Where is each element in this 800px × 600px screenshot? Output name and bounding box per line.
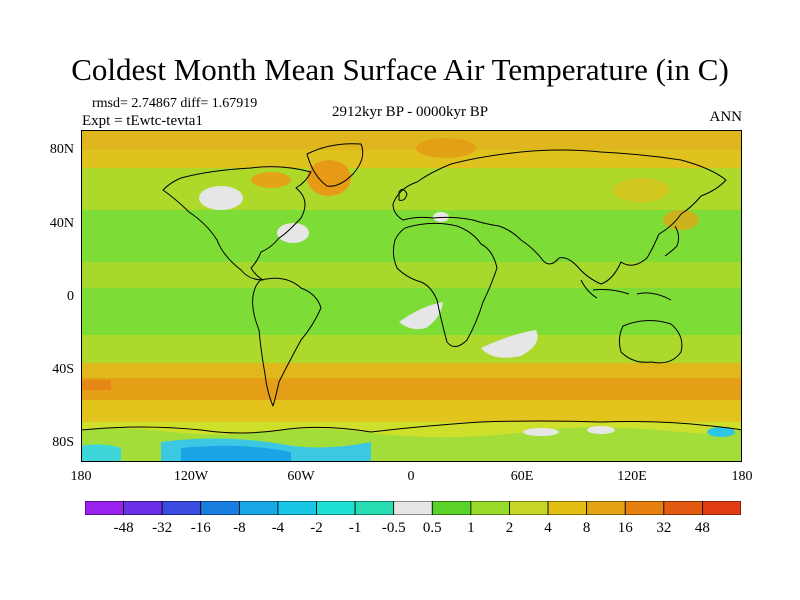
colorbar-label: 32 <box>656 520 672 536</box>
field-tropic-band <box>81 262 742 288</box>
plot-title: Coldest Month Mean Surface Air Temperatu… <box>71 52 729 87</box>
coastlines <box>81 143 742 434</box>
colorbar-swatch <box>238 501 279 515</box>
lon-label-120w: 120W <box>173 469 209 484</box>
colorbar-swatch <box>702 501 741 515</box>
colorbar-swatch <box>624 501 665 515</box>
colorbar-label: -0.5 <box>381 520 406 536</box>
colorbar-label: 16 <box>617 520 633 536</box>
colorbar-swatch <box>586 501 626 515</box>
colorbar-label: -32 <box>152 520 173 536</box>
colorbar-swatch <box>123 501 163 515</box>
lat-label-80s: 80S <box>52 435 74 450</box>
colorbar-swatch <box>85 501 124 515</box>
colorbar-label: 1 <box>467 520 475 536</box>
colorbar-label: -1 <box>348 520 362 536</box>
lon-label-120e: 120E <box>617 469 647 484</box>
colorbar-swatch <box>316 501 356 515</box>
coastline-greenland <box>306 143 364 187</box>
colorbar-label: 2 <box>505 520 514 536</box>
coastline-antarctica <box>81 420 742 434</box>
field-indian-ocean-cool-patch <box>481 330 538 358</box>
colorbar-label: -4 <box>271 520 285 536</box>
colorbar-label: -16 <box>190 520 211 536</box>
lon-label-180e: 180 <box>731 469 753 484</box>
colorbar-label: 0.5 <box>422 520 442 536</box>
period-label: 2912kyr BP - 0000kyr BP <box>331 104 489 120</box>
colorbar-swatch <box>509 501 549 515</box>
field-nh-cool-patch-2 <box>277 223 309 243</box>
lat-label-40s: 40S <box>52 362 74 377</box>
temperature-map <box>81 130 742 462</box>
coastline-north-america <box>162 166 312 281</box>
lon-label-180w: 180 <box>70 469 92 484</box>
field-atlantic-cool-tongue <box>399 302 443 330</box>
coastline-south-america <box>252 277 322 407</box>
experiment-label: Expt = tEwtc-tevta1 <box>82 113 203 129</box>
colorbar-label: -8 <box>233 520 246 536</box>
colorbar-swatch <box>470 501 510 515</box>
stats-label: rmsd= 2.74867 diff= 1.67919 <box>92 96 258 111</box>
coastline-eurasia <box>392 149 727 285</box>
colorbar-swatch <box>393 501 433 515</box>
field-antarctic-coast-band <box>81 400 742 422</box>
lon-label-60e: 60E <box>510 469 534 484</box>
colorbar <box>85 501 741 515</box>
coastline-indonesia <box>580 279 672 301</box>
lon-label-60w: 60W <box>287 469 315 484</box>
field-nh-cool-patch-1 <box>199 186 243 210</box>
coastline-australia <box>618 320 683 364</box>
lat-label-80n: 80N <box>49 142 74 157</box>
season-label: ANN <box>709 109 743 125</box>
colorbar-label: 48 <box>694 520 710 536</box>
colorbar-label: 4 <box>544 520 552 536</box>
colorbar-swatch <box>354 501 395 515</box>
lat-label-0: 0 <box>67 289 74 304</box>
colorbar-swatch <box>200 501 240 515</box>
colorbar-label: -2 <box>310 520 323 536</box>
colorbar-swatch <box>277 501 317 515</box>
coastline-japan <box>664 225 680 257</box>
colorbar-label: 8 <box>582 520 591 536</box>
colorbar-swatch <box>431 501 472 515</box>
colorbar-swatch <box>547 501 588 515</box>
lat-label-40n: 40N <box>49 216 74 231</box>
colorbar-label: -48 <box>113 520 134 536</box>
lon-label-0: 0 <box>407 469 415 484</box>
coastline-africa <box>392 222 498 347</box>
field-south-midlat-band <box>81 335 742 363</box>
colorbar-swatch <box>663 501 703 515</box>
coastline-uk <box>398 188 408 201</box>
field-greenland-warm <box>307 160 351 196</box>
colorbar-swatch <box>161 501 202 515</box>
